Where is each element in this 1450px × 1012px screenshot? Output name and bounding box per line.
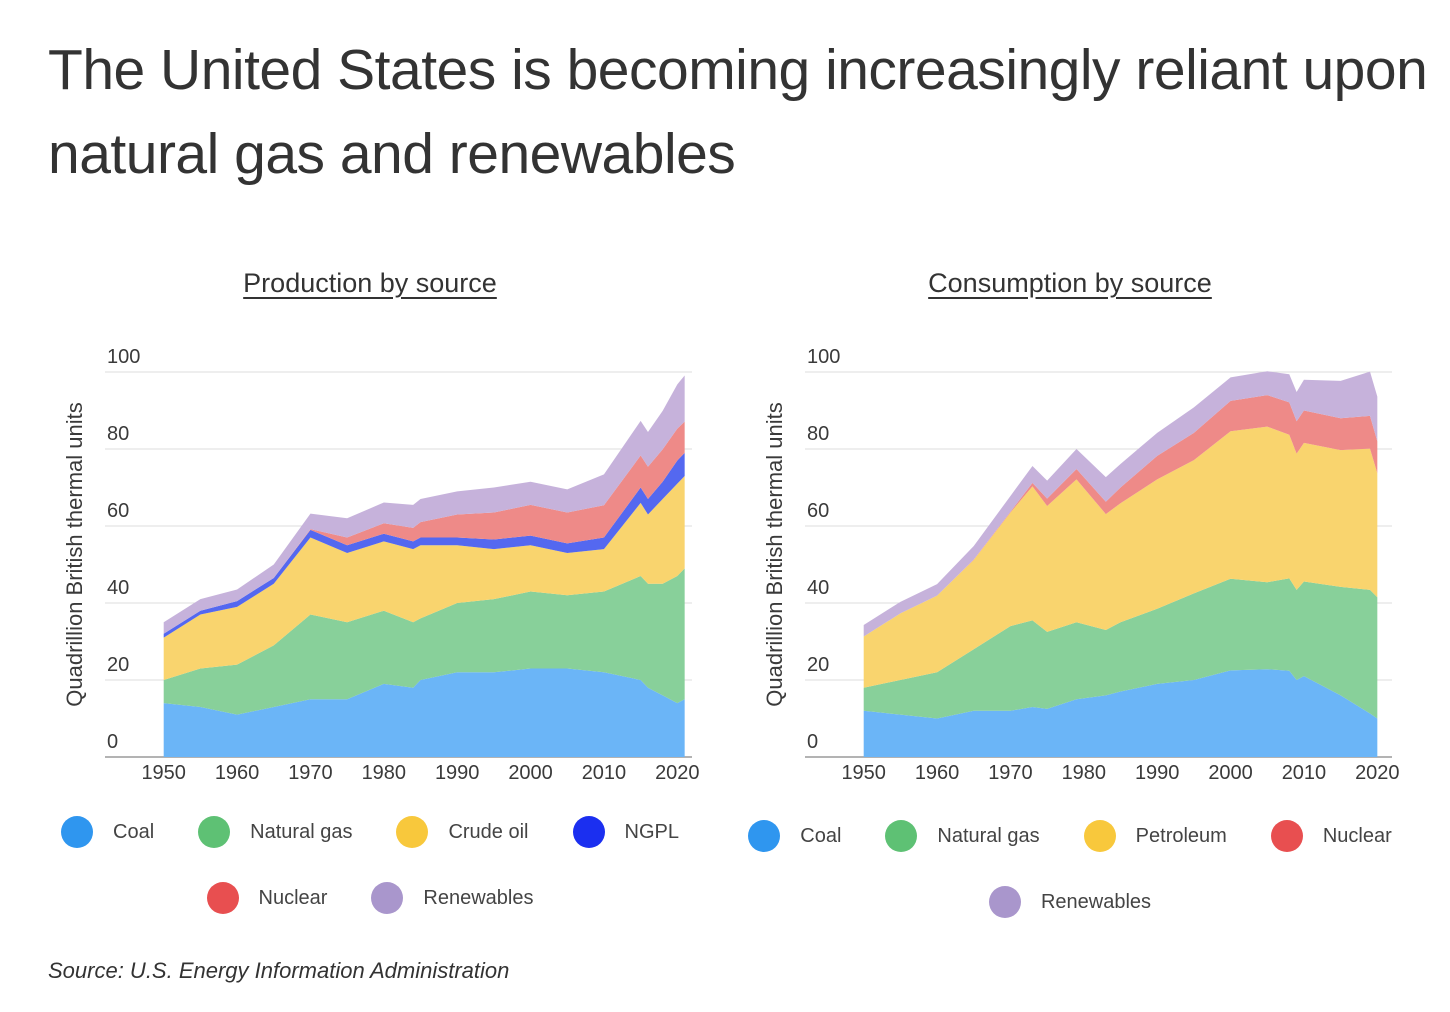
- legend-item-renewables: Renewables: [371, 882, 534, 914]
- legend-swatch-coal: [61, 816, 94, 848]
- consumption-area-renewables: [863, 371, 1378, 637]
- consumption-area-coal: [863, 669, 1378, 757]
- consumption-ytick-40: 40: [807, 577, 829, 599]
- production-ytick-80: 80: [107, 423, 129, 445]
- legend-item-natural-gas: Natural gas: [198, 816, 352, 848]
- legend-item-coal: Coal: [748, 820, 841, 852]
- legend-item-petroleum: Petroleum: [1083, 820, 1227, 852]
- legend-item-nuclear: Nuclear: [1270, 820, 1392, 852]
- legend-swatch-petroleum: [1083, 820, 1116, 852]
- legend-label-renewables: Renewables: [423, 886, 534, 909]
- production-chart: Production by source 0 20 40 60 80 100 1950 196…: [20, 262, 720, 922]
- production-xtick-2020: 2020: [655, 762, 700, 782]
- consumption-ytick-20: 20: [807, 654, 829, 676]
- production-legend-row-1: Coal Natural gas Crude oil NGPL: [20, 816, 720, 848]
- consumption-xtick-1960: 1960: [915, 762, 960, 782]
- consumption-xtick-2020: 2020: [1355, 762, 1400, 782]
- legend-item-nuclear: Nuclear: [206, 882, 328, 914]
- production-ytick-0: 0: [107, 731, 118, 753]
- production-y-axis-label: Quadrillion British thermal units: [62, 402, 87, 706]
- production-area-natural-gas: [163, 568, 685, 715]
- production-legend-row-2: Nuclear Renewables: [20, 882, 720, 914]
- production-area-crude-oil: [163, 475, 685, 680]
- legend-item-coal: Coal: [61, 816, 154, 848]
- legend-item-renewables: Renewables: [988, 886, 1152, 918]
- consumption-ytick-0: 0: [807, 731, 818, 753]
- source-note: Source: U.S. Energy Information Administ…: [48, 958, 510, 983]
- consumption-legend-row-2: Renewables: [720, 886, 1420, 918]
- production-ytick-60: 60: [107, 500, 129, 522]
- production-xtick-1970: 1970: [288, 762, 333, 782]
- legend-label-renewables: Renewables: [1040, 890, 1152, 913]
- legend-label-coal: Coal: [113, 820, 155, 843]
- consumption-ytick-60: 60: [807, 500, 829, 522]
- legend-label-ngpl: NGPL: [624, 820, 679, 843]
- consumption-legend-row-1: Coal Natural gas Petroleum Nuclear: [720, 820, 1420, 852]
- consumption-y-axis-label: Quadrillion British thermal units: [762, 402, 787, 706]
- legend-label-nuclear: Nuclear: [1322, 824, 1392, 847]
- legend-swatch-ngpl: [572, 816, 605, 848]
- consumption-area-petroleum: [863, 426, 1378, 688]
- legend-swatch-natural-gas: [885, 820, 918, 852]
- production-area-renewables: [163, 375, 685, 634]
- production-xtick-1950: 1950: [141, 762, 186, 782]
- legend-label-coal: Coal: [800, 824, 842, 847]
- legend-label-crude-oil: Crude oil: [448, 820, 529, 843]
- legend-label-natural-gas: Natural gas: [250, 820, 353, 843]
- consumption-xtick-1980: 1980: [1062, 762, 1107, 782]
- production-xtick-1980: 1980: [362, 762, 407, 782]
- legend-swatch-natural-gas: [198, 816, 231, 848]
- legend-swatch-crude-oil: [396, 816, 429, 848]
- legend-swatch-coal: [748, 820, 781, 852]
- legend-label-nuclear: Nuclear: [258, 886, 328, 909]
- consumption-area-natural-gas: [863, 578, 1378, 719]
- consumption-xtick-1990: 1990: [1135, 762, 1180, 782]
- production-ytick-40: 40: [107, 577, 129, 599]
- production-area-nuclear: [163, 421, 685, 634]
- consumption-ytick-100: 100: [807, 346, 840, 368]
- production-xtick-2000: 2000: [508, 762, 553, 782]
- production-chart-plot: 0 20 40 60 80 100 1950 1960 1970 1980 1990 2000 2010…: [62, 346, 700, 782]
- legend-swatch-nuclear: [206, 882, 239, 914]
- production-xtick-2010: 2010: [582, 762, 627, 782]
- page-title: The United States is becoming increasing…: [48, 38, 1428, 186]
- consumption-ytick-80: 80: [807, 423, 829, 445]
- production-ytick-20: 20: [107, 654, 129, 676]
- production-area-ngpl: [163, 452, 685, 638]
- production-ytick-100: 100: [107, 346, 140, 368]
- consumption-chart-plot: 0 20 40 60 80 100 1950 1960 1970 1980 1990 2000 2010…: [762, 346, 1400, 782]
- legend-swatch-renewables: [371, 882, 404, 914]
- consumption-xtick-2010: 2010: [1282, 762, 1327, 782]
- legend-swatch-renewables: [988, 886, 1021, 918]
- consumption-area-nuclear: [863, 395, 1378, 637]
- production-xtick-1960: 1960: [215, 762, 260, 782]
- consumption-xtick-1950: 1950: [841, 762, 886, 782]
- legend-label-petroleum: Petroleum: [1135, 824, 1227, 847]
- consumption-xtick-1970: 1970: [988, 762, 1032, 782]
- legend-label-natural-gas: Natural gas: [937, 824, 1040, 847]
- consumption-xtick-2000: 2000: [1208, 762, 1253, 782]
- legend-item-crude-oil: Crude oil: [396, 816, 529, 848]
- production-chart-title: Production by source: [243, 268, 497, 298]
- legend-swatch-nuclear: [1270, 820, 1303, 852]
- legend-item-ngpl: NGPL: [572, 816, 679, 848]
- legend-item-natural-gas: Natural gas: [885, 820, 1040, 852]
- production-area-coal: [163, 668, 685, 757]
- production-xtick-1990: 1990: [435, 762, 480, 782]
- consumption-chart: Consumption by source 0 20 40 60 80 100 1950 19…: [720, 262, 1420, 922]
- consumption-chart-title: Consumption by source: [928, 268, 1212, 298]
